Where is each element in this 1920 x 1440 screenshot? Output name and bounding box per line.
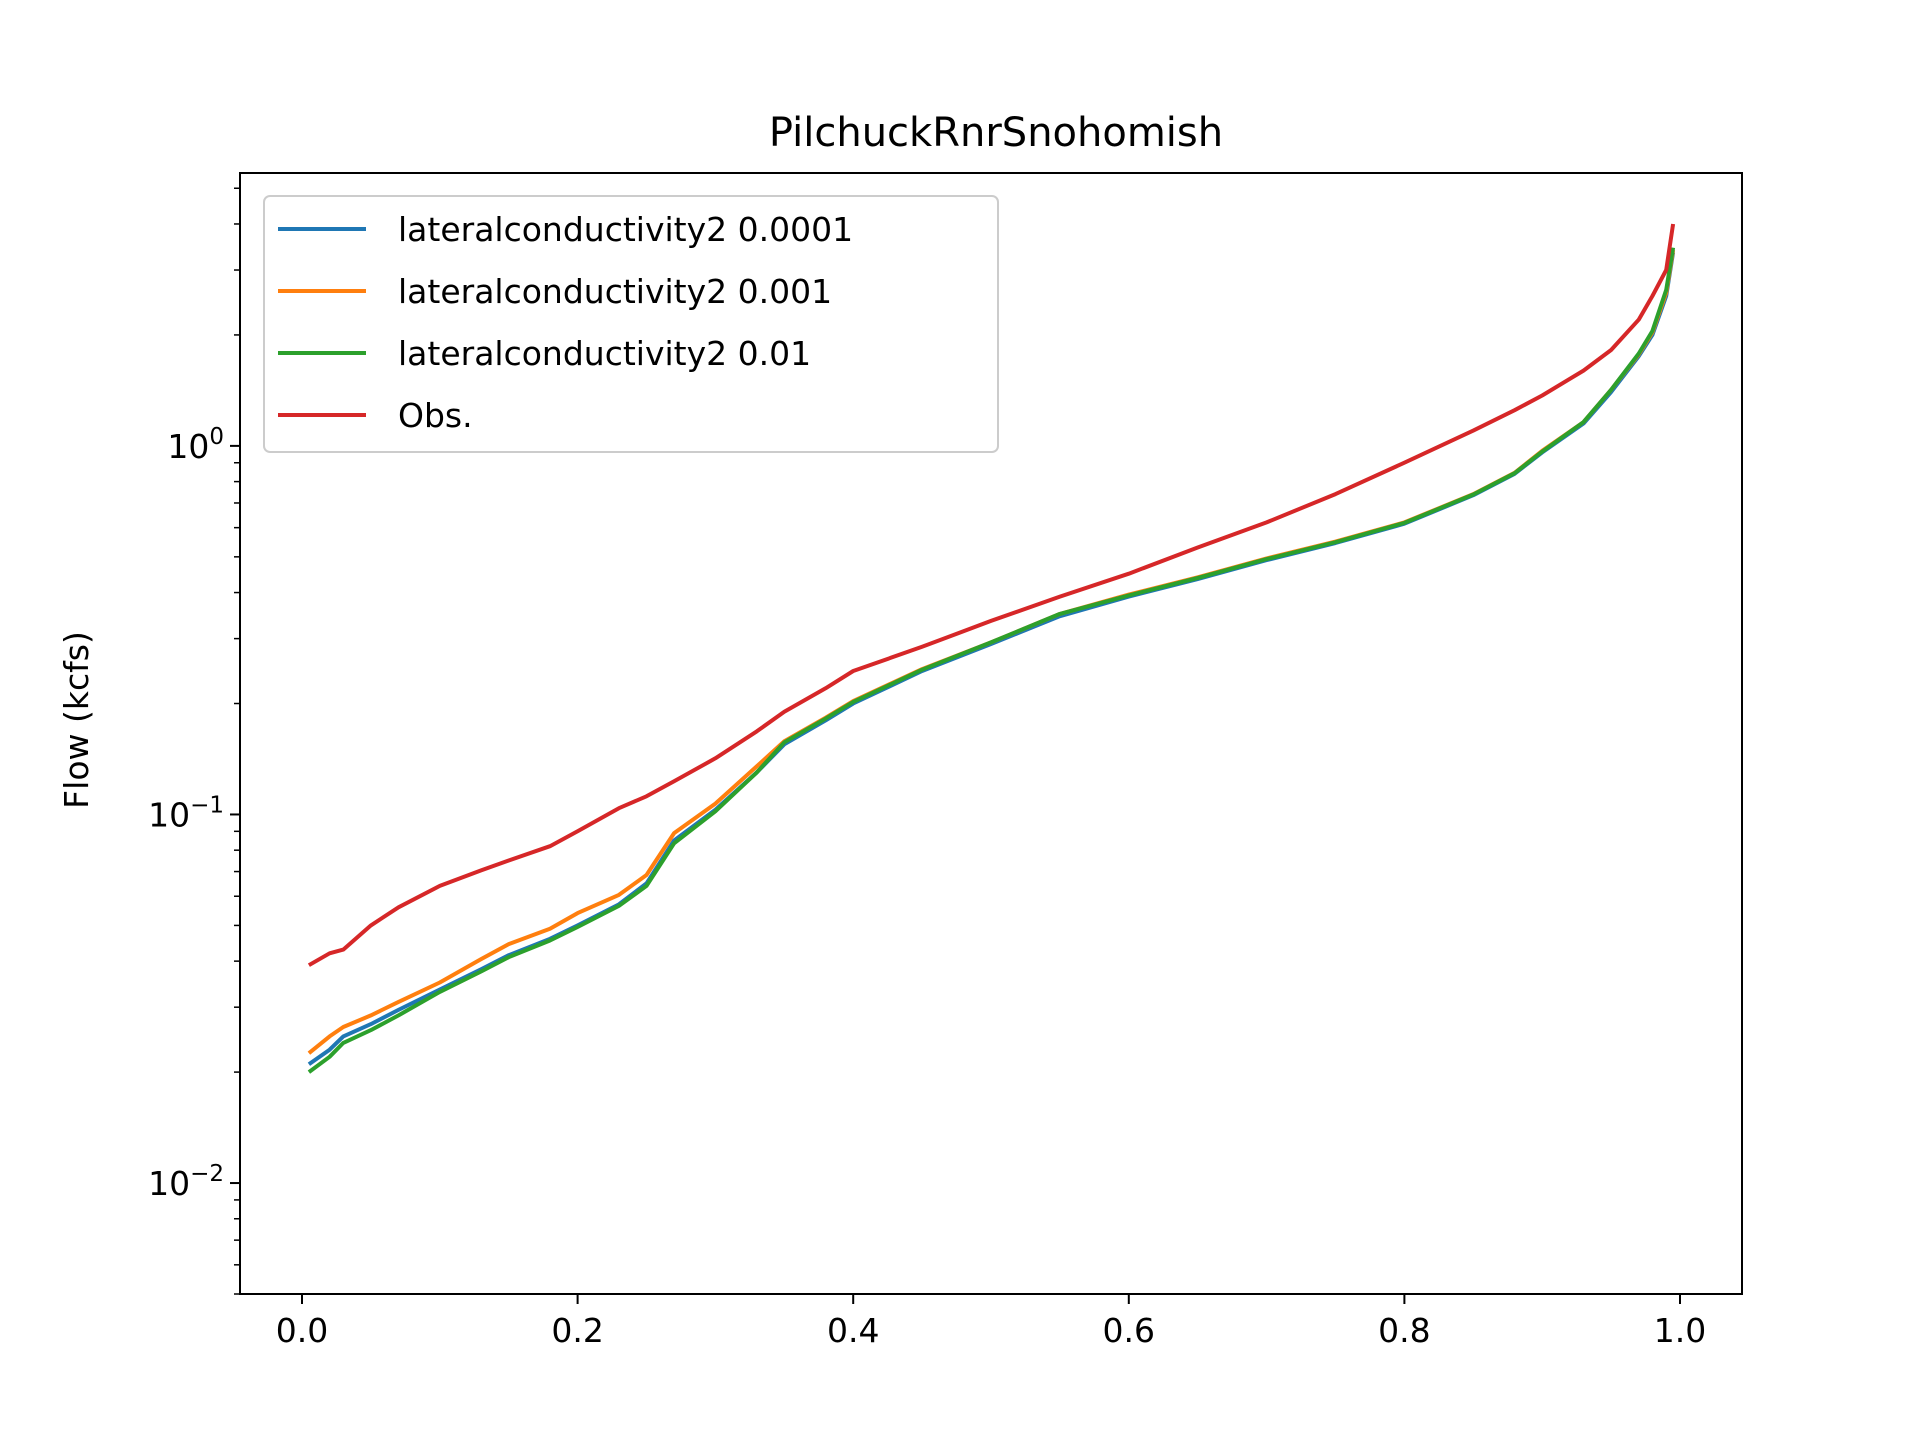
y-tick-base: 10: [148, 1164, 190, 1203]
legend-label: lateralconductivity2 0.001: [398, 272, 832, 311]
series-layer: [307, 223, 1676, 1074]
x-tick-label: 0.8: [1378, 1311, 1430, 1350]
y-tick-label: 10−1: [148, 792, 224, 834]
series-line-3: [307, 223, 1676, 967]
y-axis-label: Flow (kcfs): [57, 631, 96, 809]
legend-label: lateralconductivity2 0.01: [398, 334, 811, 373]
series-line-2: [307, 247, 1676, 1074]
y-tick-exponent: 0: [209, 424, 224, 450]
y-tick-label: 10−2: [148, 1161, 224, 1203]
y-tick-base: 10: [148, 795, 190, 834]
x-tick-label: 0.4: [827, 1311, 879, 1350]
legend-label: Obs.: [398, 396, 473, 435]
x-axis: 0.0 0.2 0.4 0.6 0.8 1.0: [276, 1294, 1706, 1350]
y-tick-exponent: −2: [190, 1161, 224, 1187]
y-tick-label: 100: [167, 424, 224, 466]
x-tick-label: 1.0: [1654, 1311, 1706, 1350]
legend-label: lateralconductivity2 0.0001: [398, 210, 853, 249]
y-tick-exponent: −1: [190, 792, 224, 818]
chart-title: PilchuckRnrSnohomish: [769, 110, 1223, 156]
y-tick-base: 10: [167, 427, 209, 466]
plot-frame: [239, 172, 1743, 1295]
legend: lateralconductivity2 0.0001 lateralconduc…: [263, 195, 999, 453]
x-tick-label: 0.6: [1103, 1311, 1155, 1350]
legend-box: [263, 195, 999, 453]
x-tick-label: 0.2: [551, 1311, 603, 1350]
x-tick-label: 0.0: [276, 1311, 328, 1350]
